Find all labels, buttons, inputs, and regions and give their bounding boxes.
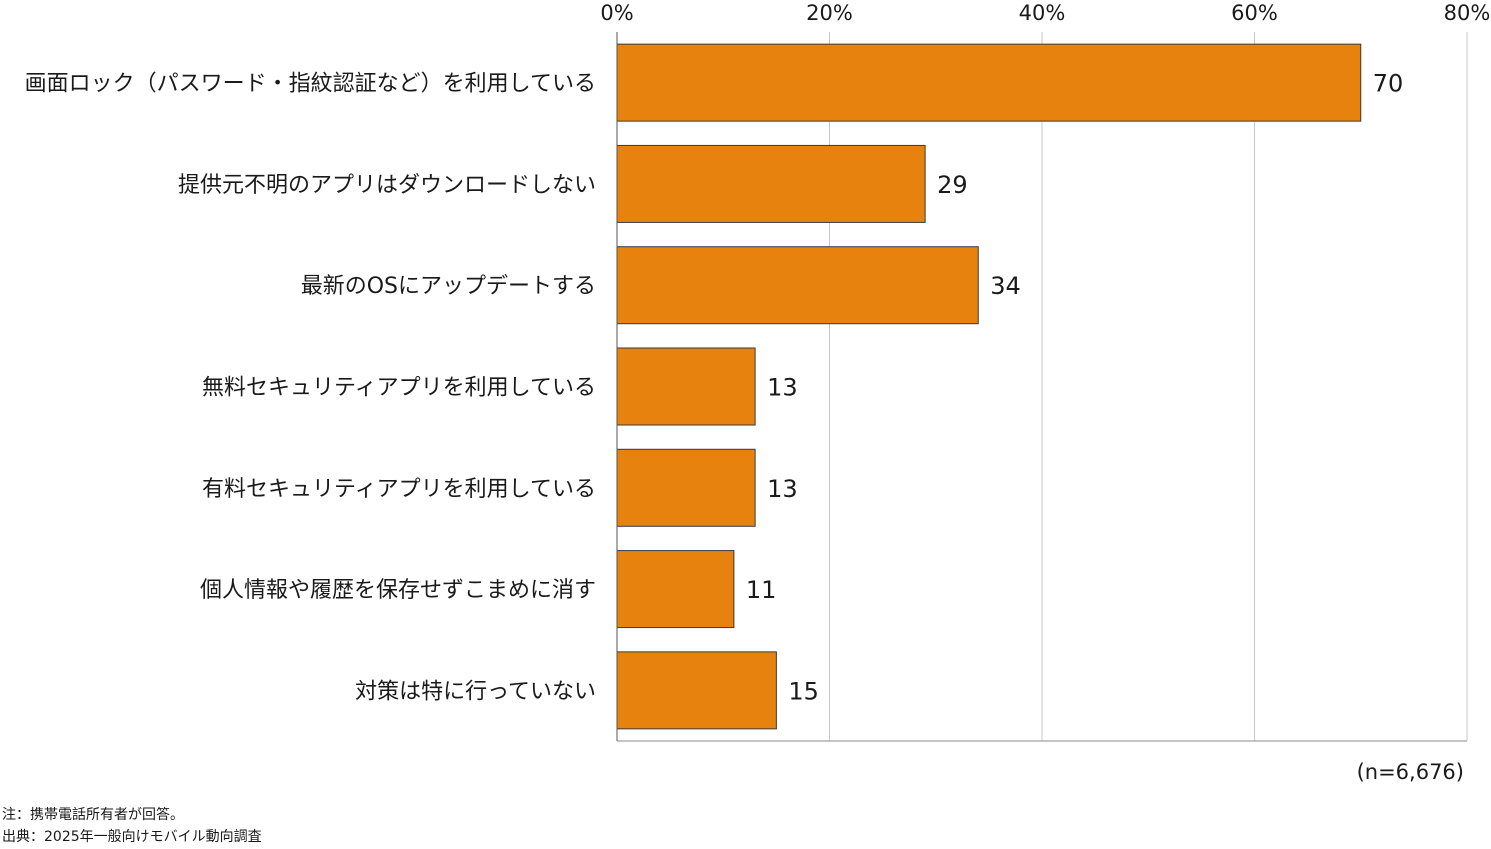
- category-label: 最新のOSにアップデートする: [301, 274, 596, 299]
- category-label: 個人情報や履歴を保存せずこまめに消す: [200, 578, 596, 603]
- value-label: 34: [990, 272, 1021, 300]
- bar: [616, 144, 926, 223]
- footnote: 注：携帯電話所有者が回答。: [2, 807, 184, 823]
- labels: 0% 20% 40% 60% 80% 画面ロック（パスワード・指紋認証など）を利用している…: [25, 1, 1491, 705]
- x-tick-label: 80%: [1444, 1, 1491, 25]
- value-label: 70: [1373, 70, 1404, 98]
- x-tick-label: 0%: [600, 1, 633, 25]
- value-label: 29: [937, 171, 968, 199]
- bar: [616, 347, 756, 426]
- bar: [616, 43, 1362, 122]
- sample-size-label: (n=6,676): [1357, 760, 1464, 784]
- bar: [616, 246, 979, 325]
- bar: [616, 550, 735, 629]
- bar: [616, 448, 756, 527]
- axes: [616, 32, 1467, 742]
- source-note: 出典：2025年一般向けモバイル動向調査: [2, 829, 262, 845]
- category-label: 有料セキュリティアプリを利用している: [202, 477, 596, 502]
- category-label: 画面ロック（パスワード・指紋認証など）を利用している: [25, 72, 596, 97]
- bar: [616, 651, 777, 730]
- gridlines: [829, 32, 1468, 741]
- bars: [616, 43, 1362, 730]
- category-label: 提供元不明のアプリはダウンロードしない: [178, 173, 596, 198]
- x-tick-label: 60%: [1231, 1, 1278, 25]
- value-label: 13: [767, 475, 798, 503]
- category-label: 無料セキュリティアプリを利用している: [202, 376, 596, 401]
- category-label: 対策は特に行っていない: [355, 679, 596, 704]
- x-tick-label: 40%: [1019, 1, 1066, 25]
- value-label: 15: [788, 677, 819, 705]
- x-tick-label: 20%: [806, 1, 853, 25]
- value-label: 11: [746, 576, 777, 604]
- value-label: 13: [767, 374, 798, 402]
